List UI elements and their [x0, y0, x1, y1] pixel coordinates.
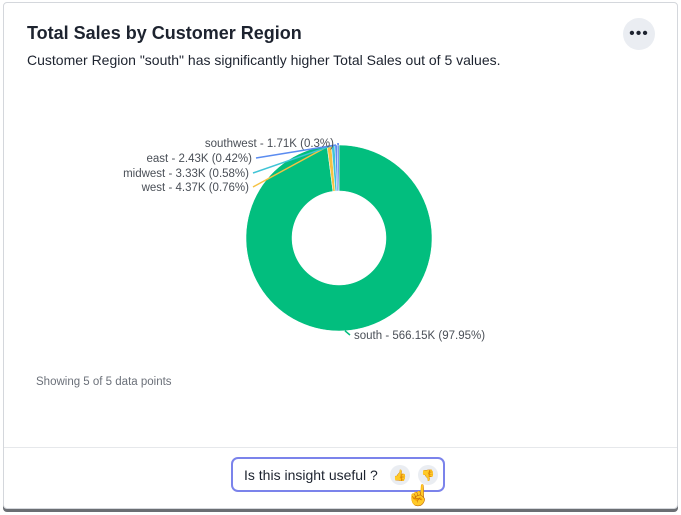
- chart-subtitle: Customer Region "south" has significantl…: [27, 52, 501, 68]
- thumbs-up-button[interactable]: 👍: [390, 465, 410, 485]
- leader-line-east: [255, 144, 337, 159]
- donut-chart: south - 566.15K (97.95%) west - 4.37K (0.…: [123, 138, 485, 342]
- thumbs-down-icon: 👎: [421, 469, 435, 482]
- data-label-south: south - 566.15K (97.95%): [354, 330, 485, 342]
- chart-title: Total Sales by Customer Region: [27, 23, 302, 43]
- leader-line-south: [344, 330, 351, 336]
- data-points-count: Showing 5 of 5 data points: [36, 376, 172, 388]
- ellipsis-icon: •••: [629, 25, 649, 42]
- leader-line-west: [252, 144, 330, 188]
- thumbs-up-icon: 👍: [393, 469, 407, 482]
- leader-line-midwest: [252, 144, 334, 174]
- data-label-west: west - 4.37K (0.76%): [141, 182, 250, 194]
- insight-card: Total Sales by Customer Region Customer …: [3, 2, 678, 509]
- more-options-button[interactable]: •••: [623, 18, 655, 50]
- data-label-southwest: southwest - 1.71K (0.3%): [205, 138, 334, 150]
- data-label-east: east - 2.43K (0.42%): [147, 153, 253, 165]
- thumbs-down-button[interactable]: 👎: [418, 465, 438, 485]
- data-label-midwest: midwest - 3.33K (0.58%): [123, 168, 249, 180]
- divider: [4, 447, 677, 448]
- feedback-box: Is this insight useful ? 👍 👎: [231, 457, 445, 492]
- feedback-question: Is this insight useful ?: [244, 466, 378, 483]
- slice-south[interactable]: [245, 144, 433, 332]
- hand-cursor-icon: ☝: [406, 485, 431, 507]
